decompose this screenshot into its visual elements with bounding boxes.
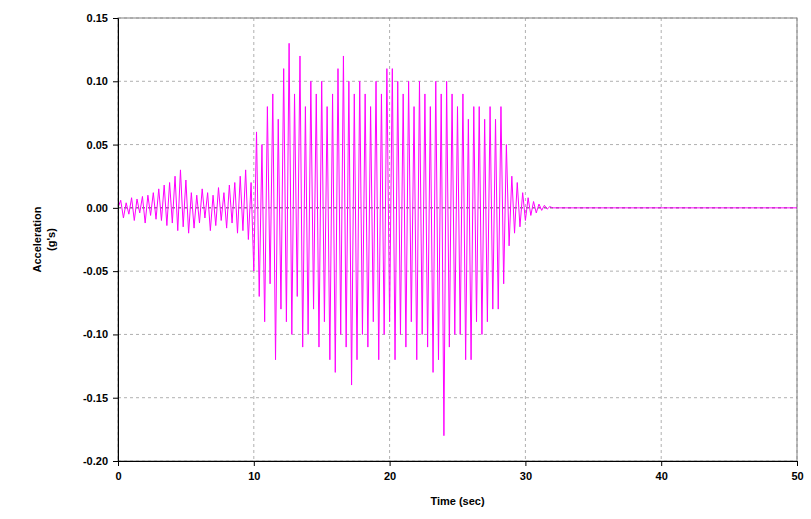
y-tick: 0.15	[87, 12, 118, 24]
y-tick-mark	[113, 398, 118, 399]
y-tick-label: -0.10	[83, 328, 108, 340]
x-tick-label: 40	[656, 470, 668, 482]
x-axis: 0 10 20 30 40 50	[115, 461, 803, 482]
x-axis-title: Time (sec)	[430, 495, 485, 507]
acceleration-line	[118, 43, 797, 435]
y-tick: -0.05	[83, 265, 118, 277]
y-axis-title-line: Acceleration	[31, 206, 43, 272]
grid-line	[118, 334, 797, 335]
y-axis: -0.20 -0.15 -0.10 -0.05 0.00 0.05 0.10 0.15	[83, 12, 119, 467]
chart: 0 10 20 30 40 50 -0.20 -0.15 -0.10 -0.05 0.00 0.05 0…	[0, 0, 811, 519]
x-tick: 40	[656, 461, 668, 482]
y-tick-label: -0.15	[83, 392, 108, 404]
y-tick-mark	[113, 208, 118, 209]
grid-line	[525, 18, 526, 461]
x-tick-label: 50	[791, 470, 803, 482]
x-tick: 50	[791, 461, 803, 482]
y-tick-label: 0.15	[87, 12, 108, 24]
y-tick-mark	[113, 271, 118, 272]
plot-frame	[118, 18, 797, 461]
y-tick-label: 0.05	[87, 139, 108, 151]
y-tick-mark	[113, 81, 118, 82]
y-axis-line	[113, 19, 119, 462]
y-tick-mark	[113, 145, 118, 146]
y-tick-label: 0.00	[87, 202, 108, 214]
grid-line	[118, 397, 797, 398]
grid-line	[118, 271, 797, 272]
x-tick: 30	[520, 461, 532, 482]
x-tick: 20	[384, 461, 396, 482]
x-tick-mark	[797, 461, 798, 466]
y-tick-mark	[113, 461, 118, 462]
y-tick-label: -0.20	[83, 455, 108, 467]
y-tick-label: -0.05	[83, 265, 108, 277]
grid-line	[661, 18, 662, 461]
x-tick-label: 20	[384, 470, 396, 482]
y-tick: 0.05	[87, 139, 118, 151]
y-tick-mark	[113, 334, 118, 335]
y-tick: -0.10	[83, 328, 118, 340]
y-axis-title-line: (g's)	[45, 228, 57, 251]
y-tick: -0.20	[83, 455, 118, 467]
x-tick: 10	[248, 461, 260, 482]
x-tick-label: 30	[520, 470, 532, 482]
y-tick-label: 0.10	[87, 75, 108, 87]
x-tick-label: 0	[115, 470, 121, 482]
x-axis-line	[119, 462, 798, 467]
x-tick-mark	[661, 461, 662, 466]
series	[118, 43, 797, 435]
y-tick-mark	[113, 18, 118, 19]
x-tick-mark	[525, 461, 526, 466]
x-tick-mark	[390, 461, 391, 466]
y-axis-title: Acceleration(g's)	[31, 206, 56, 272]
x-tick-label: 10	[248, 470, 260, 482]
plot: 0 10 20 30 40 50 -0.20 -0.15 -0.10 -0.05 0.00 0.05 0…	[83, 12, 804, 482]
x-tick: 0	[115, 461, 121, 482]
y-tick: -0.15	[83, 392, 118, 404]
grid-line	[389, 18, 390, 461]
grid-line	[118, 81, 797, 82]
grid	[118, 18, 797, 461]
y-tick: 0.10	[87, 75, 118, 87]
x-tick-mark	[254, 461, 255, 466]
y-tick: 0.00	[87, 202, 118, 214]
